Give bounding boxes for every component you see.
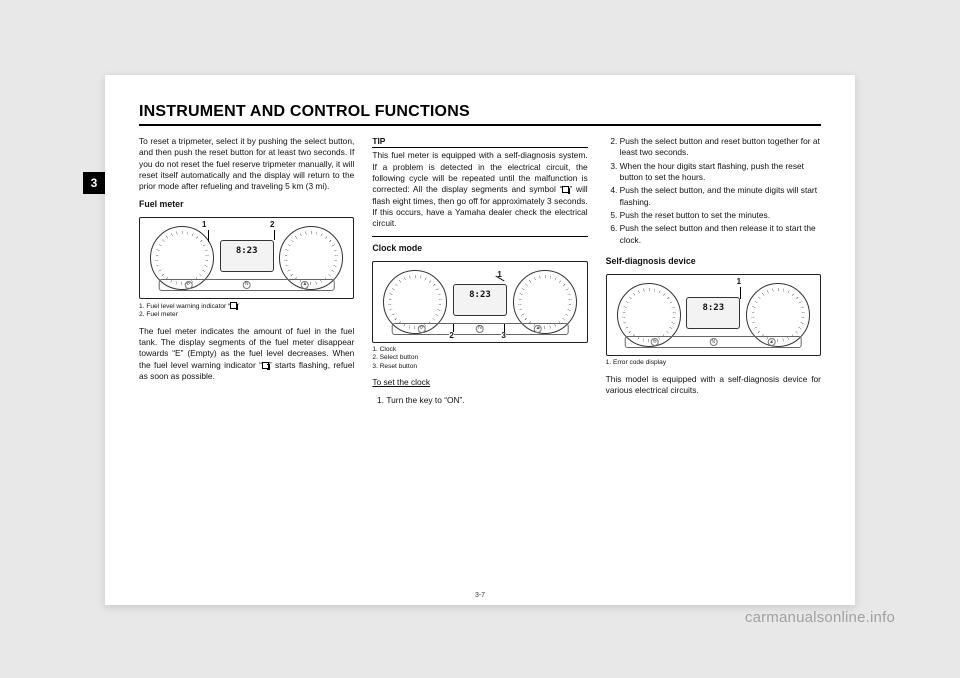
step-5: Push the reset button to set the minutes…	[620, 210, 821, 221]
fuel-meter-figure: ⟳N▲ 1 2	[139, 217, 354, 299]
fuel-icon	[230, 302, 237, 309]
fuel-icon	[562, 186, 569, 193]
column-1: To reset a tripmeter, select it by pushi…	[139, 136, 354, 408]
content-columns: To reset a tripmeter, select it by pushi…	[139, 136, 821, 408]
fuel-meter-heading: Fuel meter	[139, 199, 354, 211]
self-diag-figure: ⟳N▲ 1	[606, 274, 821, 356]
watermark: carmanualsonline.info	[745, 609, 895, 626]
clock-mode-heading: Clock mode	[372, 243, 587, 255]
step-3: When the hour digits start flashing, pus…	[620, 161, 821, 184]
lcd-icon	[220, 240, 274, 272]
callout-1: 1	[202, 220, 206, 231]
step-6: Push the select button and then release …	[620, 223, 821, 246]
callout-2: 2	[449, 331, 453, 342]
manual-page: 3 INSTRUMENT AND CONTROL FUNCTIONS To re…	[105, 75, 855, 605]
callout-3: 3	[501, 331, 505, 342]
step-1: Turn the key to “ON”.	[386, 395, 587, 406]
column-3: Push the select button and reset button …	[606, 136, 821, 408]
column-2: TIP This fuel meter is equipped with a s…	[372, 136, 587, 408]
chapter-tab: 3	[83, 172, 105, 194]
fuel-icon	[262, 362, 269, 369]
lcd-icon	[686, 297, 740, 329]
tip-text: This fuel meter is equipped with a self-…	[372, 150, 587, 229]
page-title: INSTRUMENT AND CONTROL FUNCTIONS	[139, 103, 821, 126]
set-clock-heading: To set the clock	[372, 377, 587, 388]
clock-caption: 1. Clock 2. Select button 3. Reset butto…	[372, 346, 587, 372]
clock-steps-start: Turn the key to “ON”.	[372, 395, 587, 406]
tip-label: TIP	[372, 136, 587, 148]
clock-mode-figure: ⟳N▲ 1 2 3	[372, 261, 587, 343]
clock-steps-cont: Push the select button and reset button …	[606, 136, 821, 246]
step-4: Push the select button, and the minute d…	[620, 185, 821, 208]
self-diag-text: This model is equipped with a self-diagn…	[606, 374, 821, 397]
lcd-icon	[453, 284, 507, 316]
step-2: Push the select button and reset button …	[620, 136, 821, 159]
page-number: 3-7	[475, 592, 485, 599]
fuel-meter-text: The fuel meter indicates the amount of f…	[139, 326, 354, 383]
tripmeter-text: To reset a tripmeter, select it by pushi…	[139, 136, 354, 193]
fuel-caption: 1. Fuel level warning indicator “” 2. Fu…	[139, 302, 354, 320]
self-diag-heading: Self-diagnosis device	[606, 256, 821, 268]
tip-rule	[372, 236, 587, 237]
self-diag-caption: 1. Error code display	[606, 359, 821, 368]
